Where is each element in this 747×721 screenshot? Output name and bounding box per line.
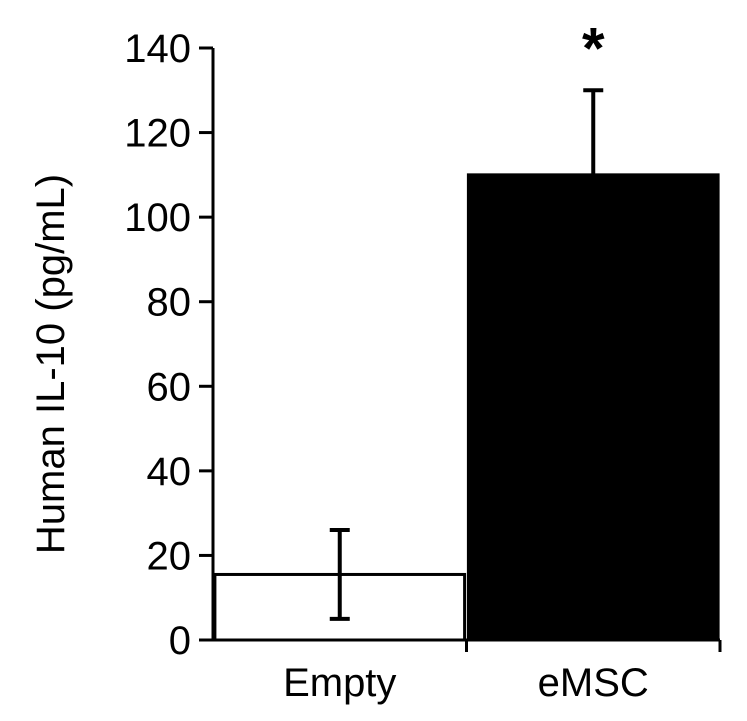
y-ticks: 0 20 40 60 80 100 120 140 [124, 27, 213, 663]
y-axis: 0 20 40 60 80 100 120 140 [124, 27, 215, 663]
x-tick-label: eMSC [538, 661, 649, 705]
bars [213, 173, 720, 642]
y-axis-title: Human IL-10 (pg/mL) [29, 174, 73, 554]
y-tick-label: 60 [147, 365, 192, 409]
x-axis: Empty eMSC [213, 638, 722, 705]
y-tick-label: 120 [124, 112, 191, 156]
y-tick-label: 100 [124, 196, 191, 240]
annotations: * [582, 16, 605, 81]
y-tick-label: 140 [124, 27, 191, 71]
x-ticks: Empty eMSC [283, 640, 722, 705]
error-bars [329, 88, 604, 621]
x-tick-label: Empty [283, 661, 396, 705]
bar-emsc [466, 173, 720, 642]
y-tick-label: 20 [147, 534, 192, 578]
y-tick-label: 80 [147, 281, 192, 325]
y-tick-label: 40 [147, 450, 192, 494]
y-tick-label: 0 [169, 619, 191, 663]
significance-marker: * [582, 16, 605, 81]
